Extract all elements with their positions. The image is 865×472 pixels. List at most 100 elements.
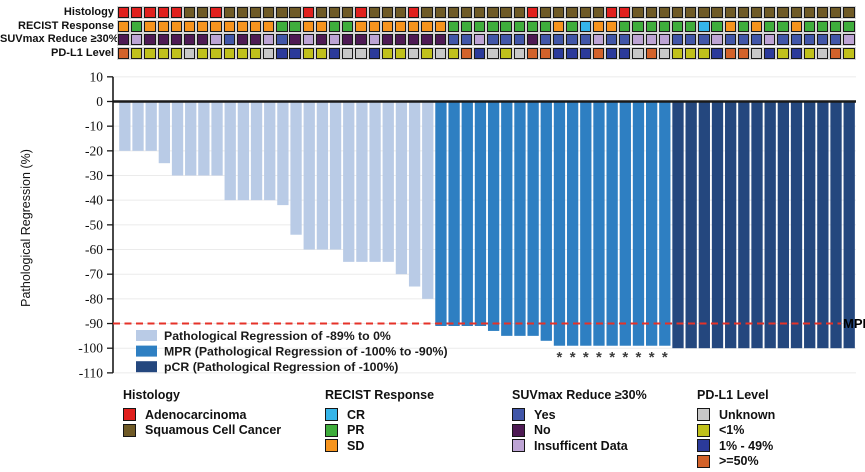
bar-52 [790,101,803,349]
track-cell-2-50 [777,34,789,46]
track-cell-3-20 [381,47,394,59]
track-cell-0-13 [289,7,301,19]
legend-item: Insufficent Data [512,438,647,454]
track-cell-1-27 [474,20,486,32]
track-cell-3-55 [843,47,855,59]
legend-item: Adenocarcinoma [123,407,281,423]
track-cell-3-22 [408,47,420,59]
track-cell-0-9 [236,7,248,19]
track-cell-2-17 [342,34,354,46]
track-cell-1-55 [843,20,855,32]
track-cell-2-34 [566,34,578,46]
track-cell-3-54 [830,47,842,59]
track-cell-0-50 [777,7,789,19]
track-cell-2-13 [289,34,301,46]
track-cell-2-21 [394,34,407,46]
track-cell-2-12 [276,34,288,46]
track-cell-2-47 [737,34,750,46]
bar-35 [566,101,579,346]
bar-44 [685,101,697,349]
track-cell-1-2 [144,20,156,32]
track-cell-1-52 [803,20,816,32]
track-cell-2-30 [513,34,525,46]
track-cell-3-13 [289,47,301,59]
bar-30 [501,101,513,336]
track-cell-1-51 [790,20,802,32]
legend-item-label: >=50% [719,454,759,469]
track-cell-3-34 [566,47,578,59]
track-cell-0-52 [803,7,816,19]
track-cell-3-30 [513,47,525,59]
track-cell-3-5 [183,47,196,59]
track-cell-0-25 [447,7,459,19]
track-cell-1-25 [447,20,459,32]
track-cell-1-49 [764,20,776,32]
bar-46 [711,101,724,349]
track-cell-2-49 [764,34,776,46]
track-cell-2-54 [830,34,842,46]
track-cell-1-42 [671,20,684,32]
track-cell-1-16 [329,20,341,32]
bar-32 [527,101,539,336]
y-tick-label: -20 [85,143,103,158]
y-tick-label: -60 [85,242,103,257]
track-cell-3-23 [421,47,433,59]
bar-20 [369,101,381,262]
bar-36 [580,101,592,346]
bar-28 [474,101,487,326]
track-cell-0-24 [434,7,446,19]
track-cell-3-38 [619,47,631,59]
y-tick-label: -110 [79,365,103,380]
legend-group-3: PD-L1 Level Unknown <1% 1% - 49% >=50% [697,388,775,469]
track-cell-1-47 [737,20,750,32]
track-cell-3-9 [236,47,248,59]
track-cell-0-10 [249,7,262,19]
y-tick-label: -100 [78,341,103,356]
plot-legend-label: pCR (Pathological Regression of -100%) [164,360,398,374]
track-cell-3-3 [157,47,169,59]
track-cell-0-7 [210,7,222,19]
track-cell-0-27 [474,7,486,19]
bar-10 [237,101,250,201]
track-cell-2-26 [460,34,473,46]
track-cell-0-19 [368,7,380,19]
track-cell-1-34 [566,20,578,32]
track-cell-0-37 [605,7,618,19]
track-cell-2-40 [645,34,657,46]
y-tick-label: -30 [85,168,103,183]
track-cell-2-0 [118,34,130,46]
bar-6 [185,101,197,176]
track-cell-1-8 [223,20,235,32]
track-cell-1-28 [487,20,499,32]
track-cell-1-24 [434,20,446,32]
track-cell-3-18 [355,47,367,59]
track-cell-2-37 [605,34,618,46]
track-cell-0-12 [276,7,288,19]
y-tick-label: -90 [85,316,103,331]
bar-27 [461,101,473,326]
bar-23 [408,101,421,287]
asterisk-mark: * [557,349,563,366]
track-cell-3-31 [526,47,539,59]
track-cell-1-9 [236,20,248,32]
bar-48 [738,101,750,349]
bar-43 [672,101,684,349]
track-label: SUVmax Reduce ≥30% [0,33,119,46]
track-label: PD-L1 Level [51,46,114,59]
legend-item: >=50% [697,454,775,470]
track-cell-2-43 [685,34,697,46]
track-cell-3-25 [447,47,459,59]
bar-38 [606,101,618,346]
track-cell-0-55 [843,7,855,19]
bar-22 [395,101,408,275]
y-tick-label: -80 [85,291,103,306]
bar-56 [843,101,855,349]
bar-26 [448,101,460,326]
track-cell-1-32 [540,20,552,32]
plot-legend-swatch [136,345,157,357]
bar-9 [224,101,236,201]
legend-item-label: PR [347,423,365,438]
track-cell-1-50 [777,20,789,32]
track-cell-2-32 [540,34,552,46]
